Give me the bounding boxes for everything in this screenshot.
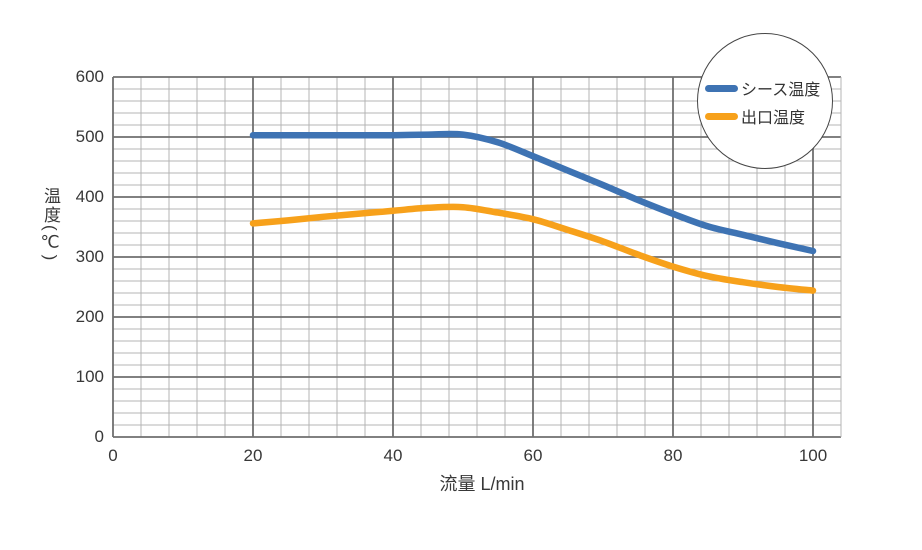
x-tick-label: 60 — [523, 446, 543, 465]
y-tick-label: 100 — [75, 367, 104, 386]
outlet-temperature-line — [249, 203, 817, 294]
sheath-temperature-line — [249, 130, 817, 255]
y-tick-label: 300 — [75, 247, 104, 266]
x-tick-label: 20 — [243, 446, 263, 465]
y-tick-label: 400 — [75, 187, 104, 206]
x-axis-title: 流量 L/min — [439, 474, 525, 494]
x-tick-label: 40 — [383, 446, 403, 465]
x-tick-label: 0 — [108, 446, 118, 465]
y-tick-label: 500 — [75, 127, 104, 146]
legend: シース温度 出口温度 — [697, 33, 833, 169]
sheath-temperature-line-swatch — [705, 84, 738, 92]
legend-label-outlet-temperature: 出口温度 — [741, 110, 806, 127]
y-tick-label: 0 — [94, 427, 104, 446]
x-tick-label: 100 — [798, 446, 828, 465]
y-tick-label: 200 — [75, 307, 104, 326]
y-axis-title: 温度(℃) — [41, 187, 60, 263]
y-tick-label: 600 — [75, 67, 104, 86]
x-tick-label: 80 — [663, 446, 683, 465]
legend-item-sheath-temperature: シース温度 — [705, 78, 821, 99]
outlet-temperature-line-swatch — [705, 112, 738, 120]
legend-item-outlet-temperature: 出口温度 — [705, 106, 806, 127]
legend-label-sheath-temperature: シース温度 — [741, 82, 821, 99]
